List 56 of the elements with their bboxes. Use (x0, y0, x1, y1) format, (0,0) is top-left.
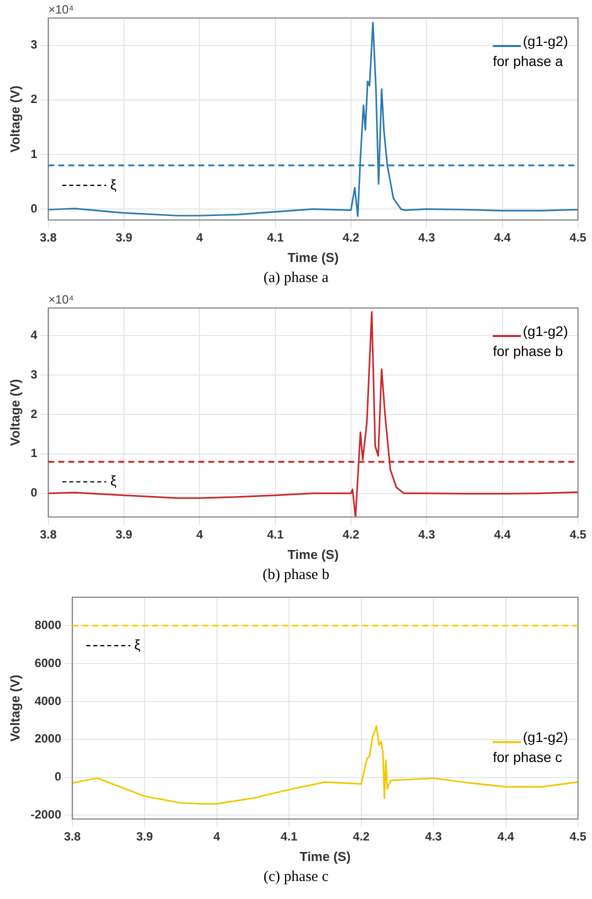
y-tick-label: 2000 (34, 732, 62, 746)
x-tick-label: 4.3 (418, 230, 436, 245)
y-axis-title: Voltage (V) (7, 86, 22, 152)
text: (b) phase b (262, 566, 330, 585)
y-axis-title: Voltage (V) (7, 674, 22, 742)
y-tick-label: 2 (30, 406, 38, 421)
text: (a) phase a (262, 269, 330, 288)
ref-line-label: ξ (110, 472, 117, 489)
x-tick-label: 3.9 (116, 230, 133, 245)
y-axis-title: Voltage (V) (7, 379, 22, 446)
x-tick-label: 4.4 (494, 230, 511, 245)
x-tick-label: 3.8 (64, 830, 81, 844)
y-tick-label: 4 (30, 328, 38, 342)
x-axis-title: Time (S) (288, 250, 339, 265)
x-tick-label: 4.2 (352, 830, 370, 844)
y-tick-label: 0 (30, 486, 38, 500)
x-tick-label: 3.9 (136, 830, 154, 844)
y-tick-label: 1 (30, 446, 38, 460)
x-tick-label: 4.4 (497, 830, 514, 844)
x-tick-label: 4.2 (342, 528, 360, 542)
x-tick-label: 4.5 (570, 830, 587, 844)
y-tick-label: 8000 (34, 618, 62, 632)
y-tick-label: -2000 (30, 808, 62, 822)
x-tick-label: 4 (213, 830, 220, 844)
text: ×10⁴ (48, 2, 74, 16)
x-tick-label: 4 (196, 528, 204, 542)
y-tick-label: 4000 (34, 694, 62, 708)
x-tick-label: 4.3 (425, 830, 442, 844)
x-tick-label: 4.2 (342, 230, 360, 245)
x-tick-label: 4.1 (266, 230, 284, 245)
x-tick-label: 4.1 (266, 528, 284, 542)
x-tick-label: 4 (196, 230, 204, 245)
y-tick-label: 6000 (34, 656, 62, 670)
text: ×10⁴ (48, 292, 74, 306)
x-tick-label: 3.8 (40, 230, 57, 245)
y-tick-label: 3 (30, 38, 38, 52)
text: (c) phase c (262, 868, 330, 887)
x-tick-label: 4.5 (570, 528, 587, 542)
y-tick-label: 1 (30, 146, 38, 161)
x-tick-label: 3.8 (40, 528, 57, 542)
y-tick-label: 0 (30, 201, 38, 216)
x-tick-label: 3.9 (116, 528, 133, 542)
legend-label: (g1-g2) for phase b (492, 323, 568, 359)
ref-line-label: ξ (110, 176, 117, 192)
y-tick-label: 2 (30, 92, 38, 106)
x-tick-label: 4.3 (418, 528, 436, 542)
ref-line-label: ξ (134, 636, 141, 652)
y-tick-label: 3 (30, 367, 38, 382)
x-tick-label: 4.1 (280, 830, 298, 844)
legend-label: (g1-g2) for phase a (492, 33, 568, 69)
x-axis-title: Time (S) (300, 848, 351, 864)
x-tick-label: 4.4 (494, 528, 511, 542)
x-tick-label: 4.5 (570, 230, 587, 245)
y-tick-label: 0 (54, 770, 62, 784)
legend-label: (g1-g2) for phase c (492, 729, 568, 766)
x-axis-title: Time (S) (288, 546, 339, 562)
